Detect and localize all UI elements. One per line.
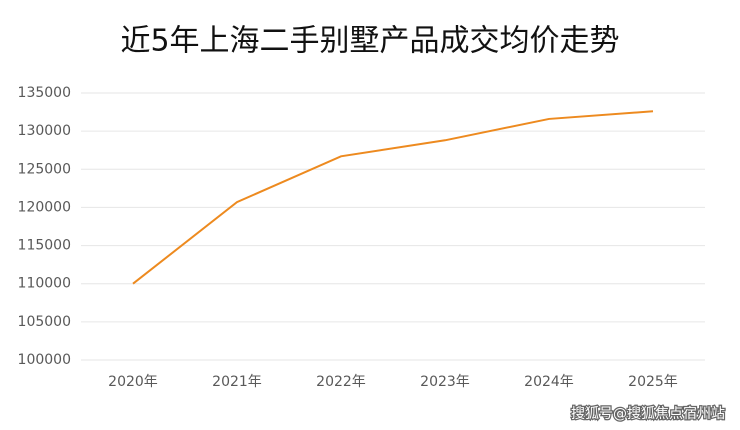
watermark: 搜狐号@搜狐焦点宿州站 [571, 405, 725, 422]
y-tick-label: 125000 [18, 161, 71, 177]
y-tick-label: 100000 [18, 352, 71, 368]
y-tick-label: 130000 [18, 123, 71, 139]
x-tick-label: 2023年 [420, 374, 470, 390]
y-tick-label: 105000 [18, 314, 71, 330]
y-tick-label: 135000 [18, 85, 71, 101]
x-tick-label: 2025年 [628, 374, 678, 390]
x-tick-label: 2022年 [316, 374, 366, 390]
x-tick-label: 2024年 [524, 374, 574, 390]
chart-title: 近5年上海二手别墅产品成交均价走势 [120, 24, 619, 59]
y-tick-label: 110000 [18, 276, 71, 292]
x-tick-label: 2020年 [108, 374, 158, 390]
y-tick-label: 115000 [18, 238, 71, 254]
x-tick-label: 2021年 [212, 374, 262, 390]
line-series [132, 110, 654, 285]
y-tick-label: 120000 [18, 199, 71, 215]
